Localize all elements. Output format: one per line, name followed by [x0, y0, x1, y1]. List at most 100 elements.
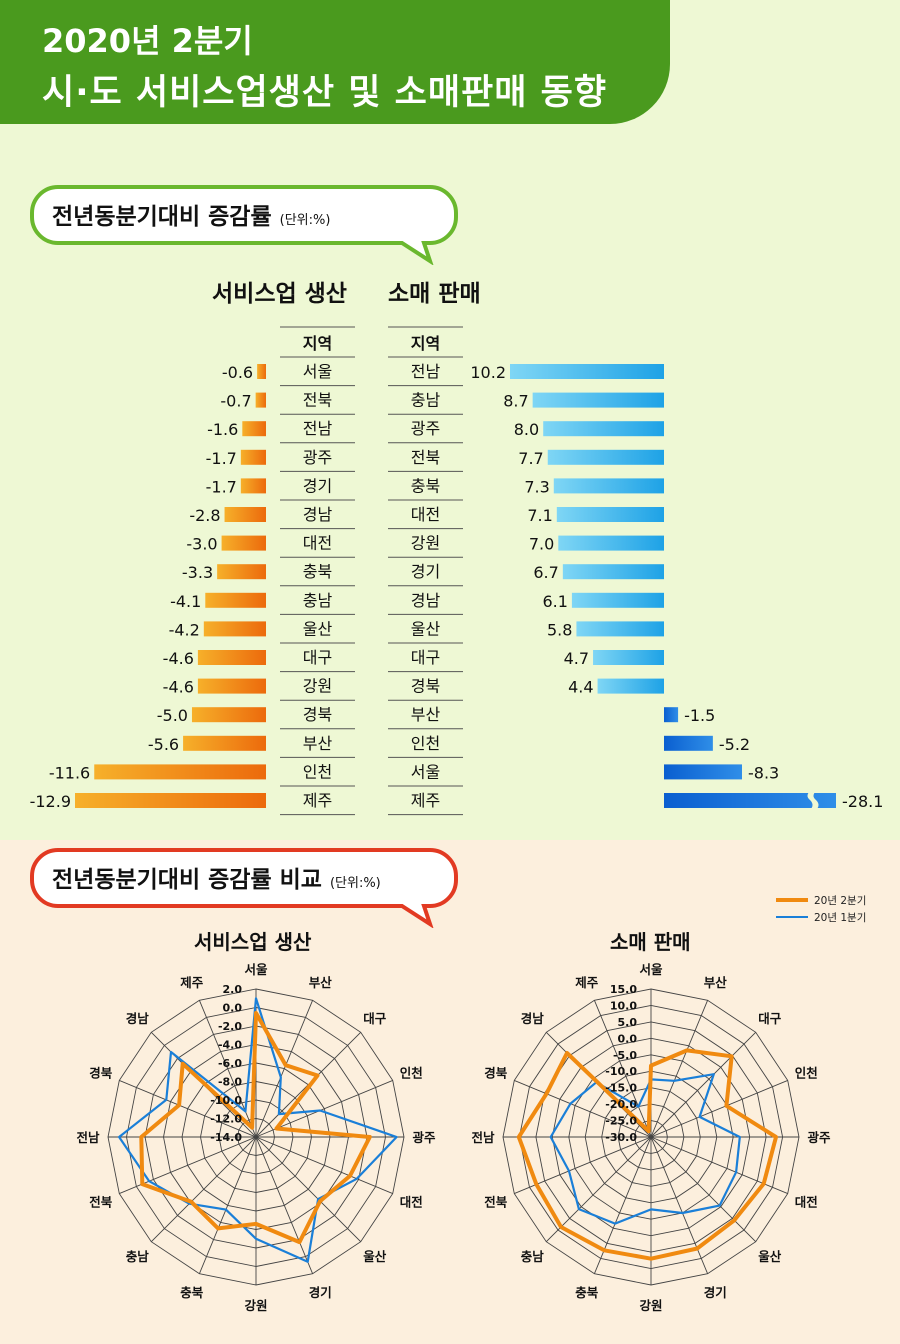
radar-retail-category-label: 경북	[484, 1066, 508, 1081]
bar-service	[203, 621, 266, 637]
section1-title-text: 전년동분기대비 증감률	[52, 204, 272, 230]
bar-label-retail: 7.3	[524, 477, 549, 496]
region-label-retail: 강원	[411, 534, 440, 553]
section2-unit: (단위:%)	[329, 876, 381, 891]
region-label-retail: 경남	[411, 591, 441, 610]
radar-retail-category-label: 대구	[758, 1011, 782, 1026]
radar-retail-tick-label: -30.0	[605, 1131, 637, 1144]
radar-service-tick-label: -8.0	[218, 1076, 242, 1089]
radar-service-category-label: 대구	[363, 1011, 387, 1026]
region-label-service: 대전	[303, 534, 332, 553]
radar-retail-tick-label: -5.0	[613, 1049, 637, 1062]
bar-label-service: -0.7	[220, 392, 251, 411]
region-column-header-retail: 지역	[411, 334, 440, 353]
radar-service-category-label: 경남	[126, 1011, 150, 1026]
bar-service	[197, 650, 266, 665]
region-label-retail: 충북	[411, 476, 440, 495]
bar-service	[255, 392, 266, 408]
bar-label-service: -12.9	[30, 792, 71, 811]
radar-retail-category-label: 전남	[471, 1130, 495, 1145]
region-label-retail: 부산	[411, 705, 441, 724]
section1-title: 전년동분기대비 증감률 (단위:%)	[52, 197, 330, 231]
bar-retail	[576, 621, 664, 637]
region-label-retail: 경기	[411, 562, 440, 581]
bar-retail	[547, 449, 664, 465]
bar-label-retail: -28.1	[842, 792, 883, 811]
bar-service	[217, 564, 266, 580]
bar-service	[191, 707, 266, 723]
bar-label-service: -4.6	[163, 678, 194, 697]
radar-retail-tick-label: -20.0	[605, 1098, 637, 1111]
radar-retail-category-label: 울산	[758, 1249, 782, 1264]
radar-title-service: 서비스업 생산	[194, 930, 312, 954]
bar-label-service: -3.3	[182, 563, 213, 582]
bar-service	[94, 764, 266, 780]
bar-charts: 지역서울전북전남광주경기경남대전충북충남울산대구강원경북부산인천제주지역전남충남…	[30, 326, 883, 816]
bar-label-service: -3.0	[186, 535, 217, 554]
bar-retail	[558, 535, 664, 551]
region-label-retail: 대전	[411, 505, 440, 524]
bar-label-retail: 7.1	[527, 506, 552, 525]
bar-retail	[556, 507, 664, 522]
bar-service	[221, 535, 266, 551]
radar-service-spoke	[119, 1079, 257, 1138]
region-label-retail: 전북	[411, 448, 440, 467]
radar-retail-category-label: 충북	[575, 1285, 599, 1300]
bar-retail	[562, 564, 664, 580]
radar-retail-spoke	[650, 1136, 709, 1274]
region-label-retail: 대구	[411, 648, 440, 667]
bar-chart-title-service: 서비스업 생산	[212, 281, 347, 307]
radar-service-tick-label: -6.0	[218, 1057, 242, 1070]
radar-service-spoke	[255, 1000, 314, 1138]
bar-label-service: -11.6	[49, 763, 90, 782]
bar-retail	[571, 592, 664, 608]
region-label-retail: 경북	[411, 677, 440, 696]
title-line2: 시·도 서비스업생산 및 소매판매 동향	[42, 73, 608, 113]
section1-callout: 전년동분기대비 증감률 (단위:%)	[30, 185, 460, 265]
region-label-service: 울산	[303, 619, 333, 638]
radar-service-series-q1	[117, 997, 398, 1263]
radar-legend: 20년 2분기 20년 1분기	[776, 895, 866, 924]
bar-service	[197, 678, 266, 694]
section2-title: 전년동분기대비 증감률 비교 (단위:%)	[52, 860, 381, 894]
bar-label-service: -4.6	[163, 649, 194, 668]
region-label-service: 전북	[303, 391, 332, 410]
radar-retail-tick-label: 15.0	[610, 983, 637, 996]
radar-retail-spoke	[650, 1000, 709, 1138]
bar-label-service: -5.6	[148, 735, 179, 754]
radar-retail-tick-label: -15.0	[605, 1082, 637, 1095]
region-label-retail: 서울	[411, 762, 440, 781]
axis-break-icon	[807, 791, 819, 810]
radar-retail-category-label: 경남	[521, 1011, 545, 1026]
radar-retail-spoke	[650, 1031, 757, 1138]
radar-retail-category-label: 충남	[521, 1249, 545, 1264]
radar-retail-series-q2	[516, 1048, 778, 1261]
bar-label-retail: 7.0	[529, 535, 554, 554]
radar-service-category-label: 전북	[89, 1194, 113, 1209]
radar-service-category-label: 경북	[89, 1066, 113, 1081]
bar-label-retail: 4.7	[564, 649, 589, 668]
radar-service-spoke	[255, 1136, 393, 1195]
bar-retail	[593, 650, 664, 665]
bar-service	[240, 449, 266, 465]
radar-service-category-label: 전남	[76, 1130, 100, 1145]
region-label-service: 경남	[303, 505, 333, 524]
radar-service-category-label: 광주	[412, 1130, 436, 1145]
bar-label-service: -2.8	[189, 506, 220, 525]
radar-retail-tick-label: 5.0	[618, 1016, 638, 1029]
bar-label-retail: 5.8	[547, 620, 572, 639]
region-label-service: 서울	[303, 362, 332, 381]
region-label-retail: 충남	[411, 391, 441, 410]
radar-retail-tick-label: 10.0	[610, 999, 637, 1012]
radar-retail-category-label: 광주	[807, 1130, 831, 1145]
bar-label-service: -5.0	[157, 706, 188, 725]
radar-retail-category-label: 부산	[704, 975, 728, 990]
radar-service-category-label: 충북	[180, 1285, 204, 1300]
region-label-service: 경기	[303, 476, 332, 495]
bar-service	[224, 507, 266, 522]
region-label-service: 충북	[303, 562, 332, 581]
radar-retail-category-label: 경기	[704, 1285, 727, 1300]
radar-retail-category-label: 대전	[795, 1194, 818, 1209]
section2-callout: 전년동분기대비 증감률 비교 (단위:%)	[30, 848, 460, 928]
